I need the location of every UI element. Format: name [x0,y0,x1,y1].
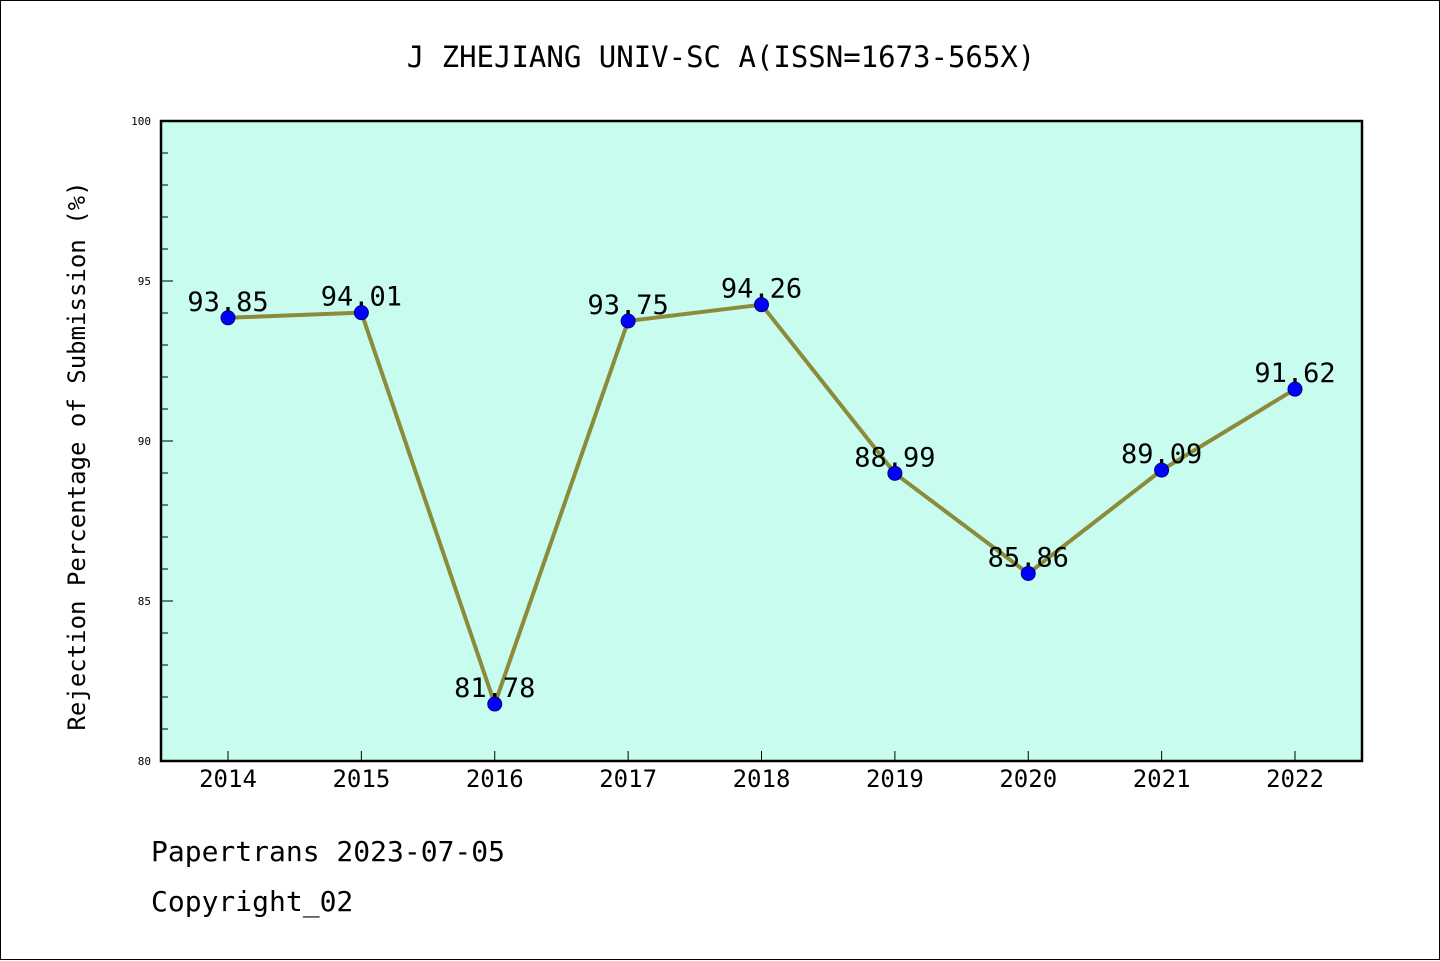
data-points [220,297,1303,712]
y-tick-label: 80 [138,755,151,768]
data-point [487,696,503,712]
data-label: 94.01 [321,282,402,313]
x-tick-label: 2019 [866,765,924,793]
data-point [887,465,903,481]
data-label: 88.99 [854,442,935,473]
data-point [220,310,236,326]
data-label: 81.78 [454,673,535,704]
plot-border [159,119,1364,763]
x-tick-label: 2015 [332,765,390,793]
y-tick-label: 95 [138,275,151,288]
data-label: 85.86 [988,542,1069,573]
y-tick-label: 90 [138,435,151,448]
data-label: 89.09 [1121,439,1202,470]
x-tick-label: 2014 [199,765,257,793]
data-point [1154,462,1170,478]
footer-source: Papertrans 2023-07-05 [151,835,506,868]
data-point [353,305,369,321]
y-axis-label: Rejection Percentage of Submission (%) [63,181,91,730]
data-label: 91.62 [1254,358,1335,389]
data-label: 93.85 [187,287,268,318]
chart-title: J ZHEJIANG UNIV-SC A(ISSN=1673-565X) [407,40,1036,74]
data-point [754,297,769,313]
x-tick-label: 2018 [733,765,791,793]
footer-copyright: Copyright_02 [151,885,354,918]
x-axis: 2014 2015 2016 2017 2018 2019 2020 2021 2022 [199,751,1324,793]
plot-area [161,121,1362,761]
data-point [620,313,636,329]
x-tick-label: 2020 [999,765,1057,793]
data-labels: 93.85 94.01 81.78 93.75 94.26 88.99 85.86 89.09… [187,274,1335,704]
x-tick-label: 2016 [466,765,524,793]
y-tick-label: 100 [131,115,151,128]
data-label: 93.75 [587,290,668,321]
y-tick-label: 85 [138,595,151,608]
data-point [1020,565,1036,581]
x-tick-label: 2017 [599,765,657,793]
data-label: 94.26 [721,274,802,305]
x-tick-label: 2022 [1266,765,1324,793]
x-tick-label: 2021 [1133,765,1191,793]
data-point [1287,381,1303,397]
